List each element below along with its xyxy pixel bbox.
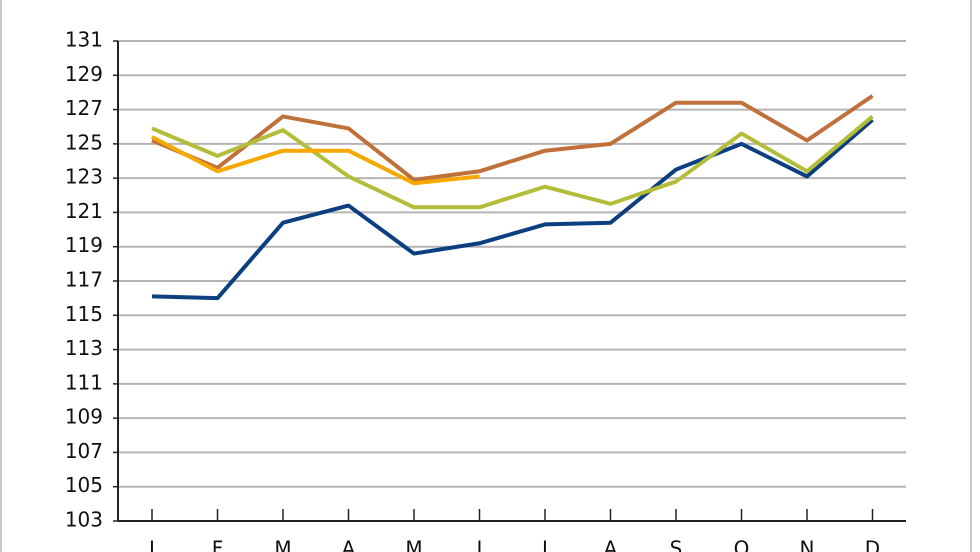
x-tick-label: D xyxy=(865,537,880,552)
y-tick-label: 109 xyxy=(65,405,103,429)
y-tick-label: 127 xyxy=(65,96,103,120)
line-series xyxy=(151,118,874,301)
line-series xyxy=(151,114,874,210)
y-tick-label: 119 xyxy=(65,233,103,257)
y-tick-label: 111 xyxy=(65,370,103,394)
line-series xyxy=(151,135,480,186)
y-tick-label: 123 xyxy=(65,165,103,189)
x-tick-label: M xyxy=(274,537,291,552)
x-tick-label: M xyxy=(405,537,422,552)
x-tick-label: A xyxy=(342,537,356,552)
x-tick-label: F xyxy=(212,537,224,552)
y-tick-label: 129 xyxy=(65,62,103,86)
y-tick-label: 121 xyxy=(65,199,103,223)
x-tick-label: O xyxy=(734,537,750,552)
x-tick-label: J xyxy=(540,537,548,552)
y-tick-label: 131 xyxy=(65,28,103,52)
y-tick-label: 107 xyxy=(65,439,103,463)
y-tick-label: 103 xyxy=(65,508,103,532)
x-tick-label: S xyxy=(670,537,683,552)
x-tick-label: A xyxy=(604,537,618,552)
y-tick-label: 125 xyxy=(65,130,103,154)
y-tick-label: 113 xyxy=(65,336,103,360)
y-tick-label: 117 xyxy=(65,268,103,292)
x-tick-label: J xyxy=(147,537,155,552)
y-tick-label: 105 xyxy=(65,473,103,497)
x-tick-label: N xyxy=(800,537,815,552)
y-tick-label: 115 xyxy=(65,302,103,326)
line-series xyxy=(151,94,874,182)
x-tick-label: J xyxy=(475,537,483,552)
